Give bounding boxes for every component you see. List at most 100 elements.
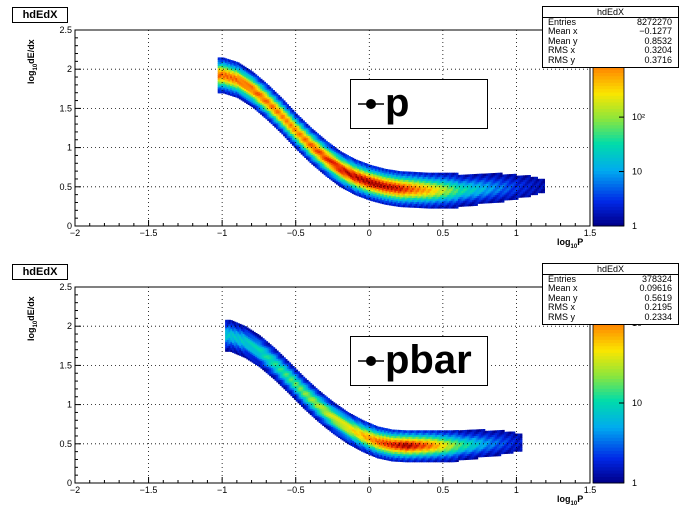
heatmap-cell: [306, 131, 309, 135]
heatmap-cell: [408, 175, 411, 179]
heatmap-cell: [286, 131, 289, 135]
heatmap-cell: [373, 454, 376, 457]
heatmap-cell: [459, 194, 462, 197]
heatmap-cell: [487, 198, 491, 202]
heatmap-cell: [450, 178, 454, 182]
heatmap-cell: [299, 138, 302, 142]
heatmap-cell: [331, 420, 334, 424]
heatmap-cell: [300, 130, 304, 133]
heatmap-cell: [332, 153, 335, 157]
heatmap-cell: [293, 119, 297, 123]
heatmap-cell: [364, 440, 367, 444]
heatmap-cell: [226, 323, 230, 327]
heatmap-cell: [339, 407, 343, 410]
heatmap-cell: [230, 81, 233, 85]
heatmap-cell: [366, 193, 369, 196]
heatmap-cell: [339, 409, 343, 412]
heatmap-cell: [332, 425, 336, 429]
heatmap-cell: [371, 190, 374, 194]
heatmap-cell: [256, 75, 259, 79]
heatmap-cell: [452, 182, 455, 186]
heatmap-cell: [223, 75, 226, 78]
heatmap-cell: [230, 339, 233, 343]
heatmap-cell: [297, 138, 300, 142]
heatmap-cell: [463, 174, 466, 178]
heatmap-cell: [505, 180, 508, 183]
heatmap-cell: [223, 83, 226, 86]
heatmap-cell: [413, 171, 417, 175]
heatmap-cell: [509, 187, 512, 191]
heatmap-cell: [233, 341, 237, 344]
heatmap-cell: [420, 176, 424, 179]
heatmap-cell: [364, 448, 367, 452]
heatmap-cell: [281, 110, 284, 113]
heatmap-cell: [397, 174, 401, 178]
heatmap-cell: [295, 377, 299, 380]
heatmap-cell: [359, 424, 362, 428]
heatmap-cell: [464, 201, 468, 205]
heatmap-cell: [366, 422, 369, 425]
heatmap-cell: [502, 186, 505, 189]
heatmap-cell: [385, 198, 388, 201]
heatmap-cell: [443, 184, 447, 187]
heatmap-cell: [376, 170, 379, 174]
heatmap-cell: [367, 172, 371, 175]
heatmap-cell: [274, 358, 277, 362]
heatmap-cell: [355, 185, 358, 188]
heatmap-cell: [332, 408, 336, 411]
heatmap-cell: [412, 203, 415, 206]
heatmap-cell: [325, 172, 328, 175]
heatmap-cell: [284, 133, 288, 137]
heatmap-cell: [268, 106, 272, 109]
heatmap-cell: [360, 173, 364, 176]
heatmap-cell: [219, 69, 222, 72]
heatmap-cell: [306, 391, 309, 395]
heatmap-cell: [302, 378, 306, 382]
heatmap-cell: [368, 440, 371, 443]
heatmap-cell: [461, 196, 464, 199]
heatmap-cell: [380, 199, 383, 202]
heatmap-cell: [217, 73, 221, 76]
heatmap-cell: [385, 171, 388, 174]
heatmap-cell: [238, 92, 242, 96]
heatmap-cell: [454, 188, 457, 191]
heatmap-cell: [262, 350, 265, 353]
heatmap-cell: [244, 84, 247, 88]
heatmap-cell: [316, 389, 320, 393]
heatmap-cell: [223, 85, 226, 88]
heatmap-cell: [528, 182, 531, 186]
heatmap-cell: [396, 457, 399, 460]
heatmap-cell: [318, 402, 322, 406]
heatmap-cell: [525, 183, 528, 186]
heatmap-cell: [277, 101, 281, 104]
heatmap-cell: [392, 447, 396, 450]
heatmap-cell: [235, 95, 238, 98]
heatmap-cell: [351, 169, 355, 173]
heatmap-cell: [401, 436, 405, 439]
heatmap-cell: [277, 104, 281, 108]
heatmap-cell: [336, 152, 339, 156]
heatmap-cell: [325, 414, 329, 417]
heatmap-cell: [537, 184, 540, 188]
heatmap-cell: [351, 173, 355, 177]
heatmap-cell: [535, 180, 538, 184]
heatmap-cell: [509, 180, 512, 183]
heatmap-cell: [419, 172, 422, 175]
colorbar-segment: [593, 128, 624, 132]
heatmap-cell: [314, 147, 318, 150]
heatmap-cell: [359, 426, 362, 430]
heatmap-cell: [480, 191, 484, 194]
heatmap-cell: [219, 61, 222, 64]
heatmap-cell: [327, 161, 330, 165]
heatmap-cell: [219, 67, 222, 70]
x-tick-label: 0.5: [437, 228, 450, 238]
heatmap-cell: [487, 200, 491, 204]
heatmap-cell: [489, 175, 492, 178]
heatmap-cell: [228, 343, 231, 346]
heatmap-cell: [249, 359, 253, 362]
heatmap-cell: [232, 346, 235, 349]
heatmap-cell: [523, 179, 526, 182]
heatmap-cell: [316, 397, 320, 400]
heatmap-cell: [217, 88, 221, 92]
heatmap-cell: [311, 400, 314, 403]
